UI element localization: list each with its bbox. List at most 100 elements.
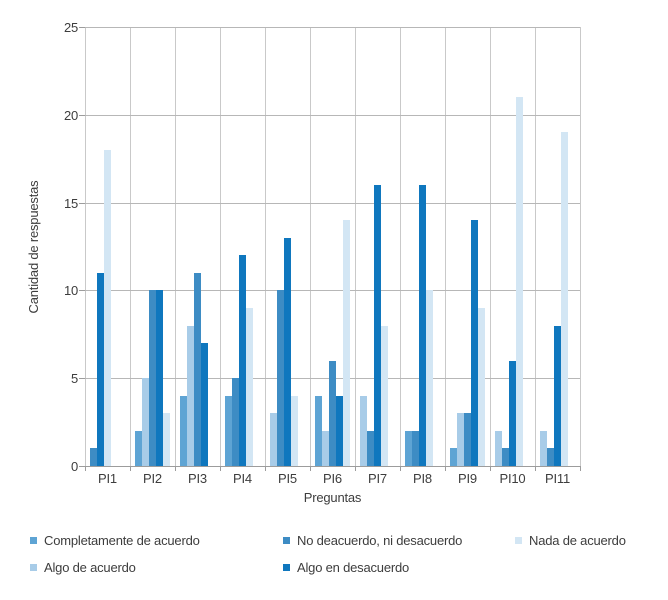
x-axis-tick: [355, 466, 356, 471]
legend-label: Algo en desacuerdo: [297, 560, 410, 575]
legend-marker-swatch: [30, 564, 37, 571]
gridline-vertical: [265, 27, 266, 466]
gridline-vertical: [445, 27, 446, 466]
legend-label: Algo de acuerdo: [44, 560, 136, 575]
x-tick-label: PI4: [233, 471, 252, 486]
gridline-vertical: [400, 27, 401, 466]
gridline-vertical: [310, 27, 311, 466]
bar: [450, 448, 457, 466]
bar: [163, 413, 170, 466]
bar: [90, 448, 97, 466]
y-axis-tick: [79, 202, 85, 204]
bar: [142, 378, 149, 466]
gridline-horizontal: [85, 27, 580, 28]
y-tick-label: 10: [63, 283, 78, 299]
bar: [232, 378, 239, 466]
y-axis-tick: [79, 466, 85, 467]
x-tick-label: PI10: [499, 471, 526, 486]
bar: [225, 395, 232, 466]
x-axis-title: Preguntas: [303, 490, 362, 505]
x-axis-tick: [175, 466, 176, 471]
legend-label: No deacuerdo, ni desacuerdo: [297, 533, 463, 548]
bar: [457, 413, 464, 466]
gridline-vertical: [355, 27, 356, 466]
y-axis-tick: [79, 114, 85, 116]
bar: [291, 395, 298, 466]
x-axis-tick: [445, 466, 446, 471]
bar: [495, 430, 502, 466]
legend-item: Algo de acuerdo: [30, 560, 136, 575]
bar: [360, 395, 367, 466]
bar: [97, 272, 104, 466]
x-tick-label: PI8: [413, 471, 432, 486]
x-tick-label: PI11: [545, 471, 570, 486]
bar: [405, 430, 412, 466]
gridline-vertical: [175, 27, 176, 466]
bar: [277, 290, 284, 466]
x-axis-tick: [85, 466, 86, 471]
gridline-vertical: [130, 27, 131, 466]
x-axis-line: [85, 466, 580, 467]
bar: [284, 237, 291, 466]
bar: [239, 255, 246, 466]
bar: [315, 395, 322, 466]
x-axis-tick: [580, 466, 581, 471]
bar: [426, 290, 433, 466]
y-tick-label: 25: [63, 20, 78, 35]
bar: [201, 343, 208, 466]
legend-marker-swatch: [30, 537, 37, 544]
bar: [509, 360, 516, 466]
x-axis-tick: [310, 466, 311, 471]
bar: [381, 325, 388, 466]
y-axis-tick: [79, 290, 85, 292]
y-axis-tick: [79, 27, 85, 28]
legend-marker-swatch: [283, 564, 290, 571]
x-tick-label: PI1: [98, 471, 117, 486]
x-axis-tick: [220, 466, 221, 471]
bar: [329, 360, 336, 466]
legend-item: Algo en desacuerdo: [283, 560, 409, 575]
bar: [343, 220, 350, 466]
bar: [502, 448, 509, 466]
bar: [561, 132, 568, 466]
bar: [336, 395, 343, 466]
legend-item: Completamente de acuerdo: [30, 533, 200, 548]
bar: [135, 430, 142, 466]
x-tick-label: PI6: [323, 471, 342, 486]
x-tick-label: PI5: [278, 471, 297, 486]
gridline-vertical: [535, 27, 536, 466]
x-axis-tick: [490, 466, 491, 471]
y-tick-label: 15: [63, 195, 78, 211]
bar: [367, 430, 374, 466]
bar: [246, 307, 253, 466]
x-axis-tick: [265, 466, 266, 471]
legend-marker-swatch: [283, 537, 290, 544]
x-axis-tick: [535, 466, 536, 471]
bar: [156, 290, 163, 466]
bar: [540, 430, 547, 466]
x-tick-label: PI2: [143, 471, 162, 486]
x-axis-tick: [130, 466, 131, 471]
gridline-horizontal: [85, 114, 580, 116]
bar: [187, 325, 194, 466]
bar: [464, 413, 471, 466]
y-tick-label: 5: [70, 371, 78, 387]
y-axis-tick: [79, 378, 85, 380]
bar: [412, 430, 419, 466]
bar: [322, 430, 329, 466]
legend-item: Nada de acuerdo: [515, 533, 626, 548]
bar: [149, 290, 156, 466]
bar: [270, 413, 277, 466]
gridline-vertical: [85, 27, 86, 466]
x-tick-label: PI7: [368, 471, 387, 486]
bar: [180, 395, 187, 466]
bar: [554, 325, 561, 466]
bar: [374, 185, 381, 466]
y-tick-label: 20: [63, 107, 78, 123]
gridline-vertical: [220, 27, 221, 466]
gridline-horizontal: [85, 290, 580, 292]
bar: [104, 149, 111, 466]
